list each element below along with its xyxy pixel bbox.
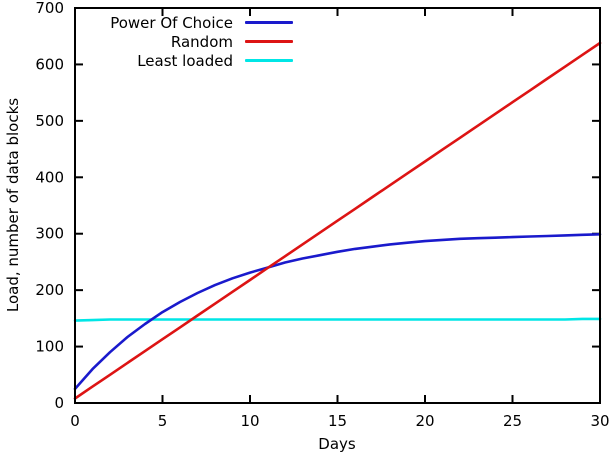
legend-label: Random (170, 32, 233, 51)
series-line-power-of-choice (73, 233, 602, 391)
y-axis-title: Load, number of data blocks (4, 97, 22, 313)
legend-label: Power Of Choice (110, 13, 233, 32)
legend-line-sample (245, 21, 293, 24)
legend-item-random: Random (85, 32, 293, 51)
legend-item-least-loaded: Least loaded (85, 51, 293, 70)
x-tick-label: 10 (240, 412, 259, 430)
y-tick-label: 200 (35, 281, 64, 299)
series-line-random (73, 41, 602, 400)
y-tick-label: 600 (35, 55, 64, 73)
x-tick-label: 5 (158, 412, 168, 430)
x-axis-title: Days (318, 435, 356, 453)
legend-line-sample (245, 40, 293, 43)
x-tick-label: 20 (415, 412, 434, 430)
series-line-least-loaded (73, 317, 602, 322)
y-tick-label: 300 (35, 225, 64, 243)
y-tick-label: 400 (35, 168, 64, 186)
x-tick-label: 0 (70, 412, 80, 430)
legend-label: Least loaded (137, 51, 233, 70)
legend: Power Of Choice Random Least loaded (85, 13, 293, 70)
plot-border (74, 7, 601, 404)
x-tick-label: 25 (503, 412, 522, 430)
x-tick-label: 30 (590, 412, 609, 430)
y-tick-label: 700 (35, 0, 64, 17)
legend-line-sample (245, 59, 293, 62)
y-tick-label: 0 (54, 394, 64, 412)
y-tick-label: 100 (35, 338, 64, 356)
legend-item-power-of-choice: Power Of Choice (85, 13, 293, 32)
x-tick-label: 15 (328, 412, 347, 430)
y-tick-label: 500 (35, 112, 64, 130)
